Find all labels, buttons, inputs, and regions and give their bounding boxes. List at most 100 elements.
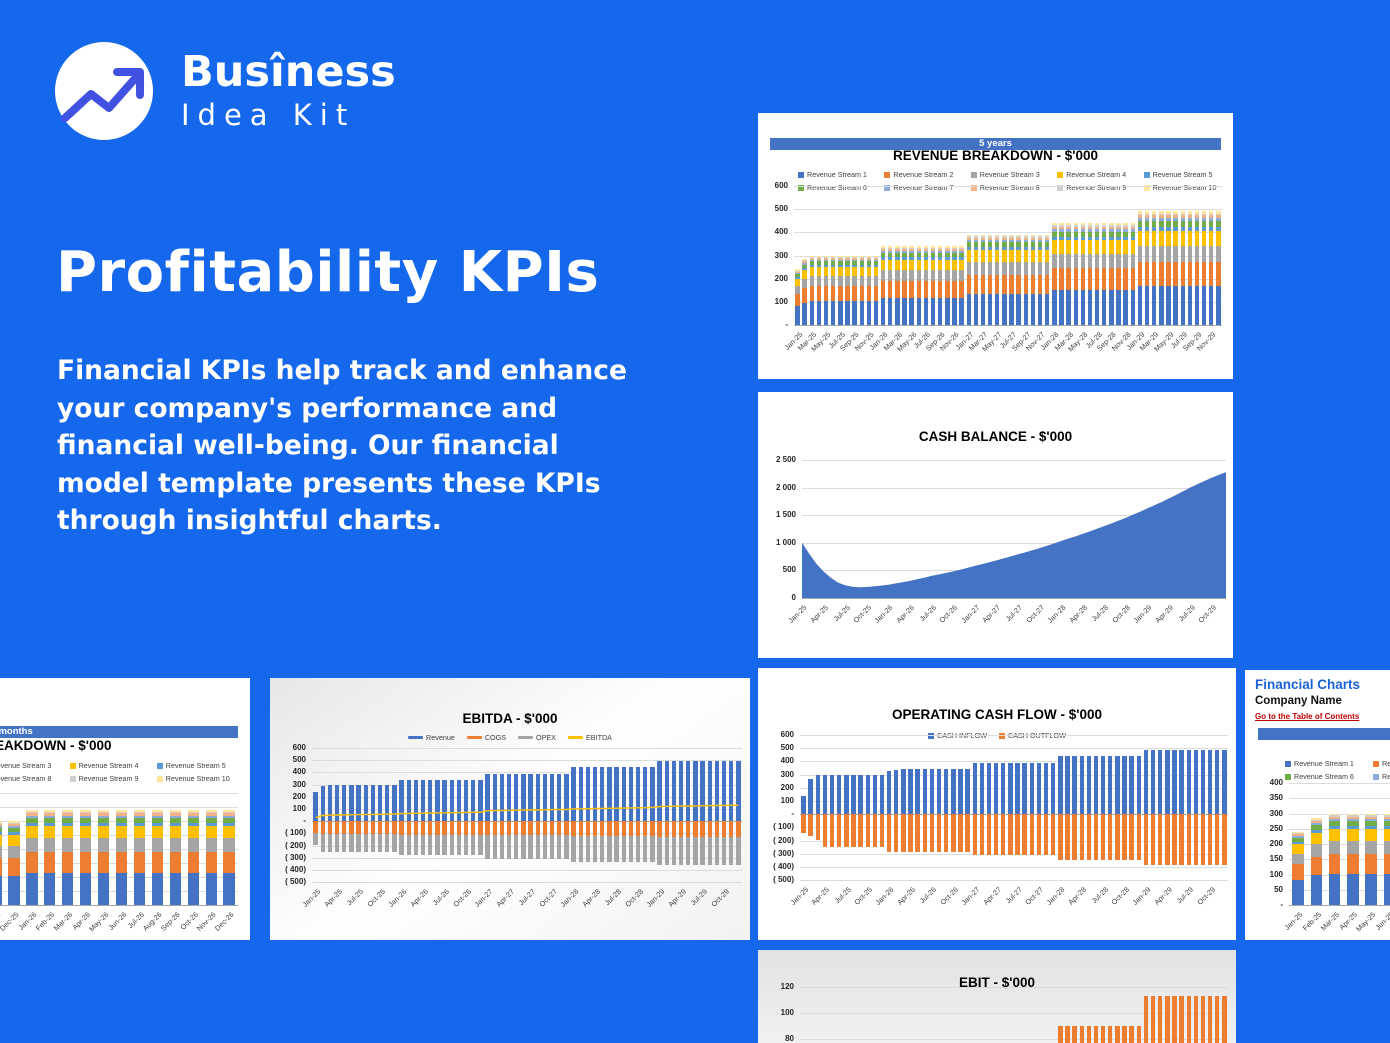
legend-marker-icon	[408, 735, 424, 740]
bar-segment	[909, 248, 914, 251]
bar-negative	[571, 836, 576, 863]
gridline	[794, 278, 1222, 280]
bar-positive	[327, 784, 333, 822]
bar-segment	[1187, 215, 1193, 219]
bar-segment	[888, 252, 893, 257]
bar-negative	[714, 836, 720, 865]
bar-positive	[334, 784, 340, 822]
bar-segment	[902, 246, 907, 248]
bar-negative	[506, 821, 512, 836]
bar-segment	[1045, 240, 1050, 243]
y-axis-tick-text: ( 500)	[773, 875, 794, 884]
bar-segment	[1116, 236, 1121, 241]
bar-segment	[1173, 286, 1178, 325]
bar-segment	[80, 817, 92, 823]
x-axis-tick-text: Apr-27	[980, 885, 1003, 907]
bar-positive	[1179, 749, 1184, 815]
bar-negative	[1186, 814, 1191, 865]
bar-negative	[815, 814, 821, 841]
bar-segment	[1052, 240, 1057, 254]
bar-segment	[1216, 230, 1221, 246]
bar-negative	[320, 833, 325, 852]
bar-segment	[1166, 218, 1171, 222]
bar-segment	[995, 250, 1000, 262]
bar-segment	[169, 825, 181, 839]
bar-segment	[802, 258, 807, 261]
legend-item: Revenue Stream 1	[798, 170, 880, 179]
bar-segment	[866, 286, 872, 302]
bar-segment	[1066, 226, 1071, 230]
bar-segment	[1209, 226, 1214, 231]
x-axis-tick-text: Jul-29	[688, 887, 709, 908]
legend-item: Revenue Stream 10	[1143, 183, 1226, 192]
bar-segment	[959, 256, 964, 260]
bar-segment	[966, 236, 971, 238]
x-axis-tick-text: Sep-26	[158, 910, 182, 933]
bar-segment	[945, 252, 950, 257]
bar-segment	[1066, 253, 1071, 269]
bar-negative	[356, 821, 361, 834]
page-title: Profitability KPIs	[56, 240, 600, 305]
bar-negative	[901, 814, 906, 853]
bar-segment	[0, 826, 2, 829]
bar-segment	[966, 242, 971, 247]
bar-segment	[205, 817, 217, 823]
bar-segment	[952, 246, 957, 248]
bar-segment	[923, 259, 929, 270]
bar-negative	[334, 833, 340, 852]
bar-segment	[1152, 226, 1157, 231]
bar-segment	[995, 294, 1000, 325]
bar-segment	[845, 301, 850, 325]
bar-segment	[816, 276, 822, 287]
bar-segment	[895, 256, 900, 260]
bar-segment	[1180, 218, 1185, 222]
bar-segment	[26, 822, 38, 826]
bar-segment	[1328, 813, 1341, 816]
bar-segment	[1194, 226, 1200, 231]
x-axis-tick-text: Oct-25	[851, 603, 874, 625]
bar-segment	[1194, 262, 1200, 287]
table-of-contents-link[interactable]: Go to the Table of Contents	[1255, 712, 1360, 721]
bar-segment	[987, 237, 993, 241]
bar-segment	[1180, 245, 1185, 262]
bar-segment	[133, 809, 145, 812]
trend-arrow-icon	[61, 68, 144, 122]
legend-marker-icon	[884, 171, 891, 178]
bar-segment	[205, 838, 217, 853]
bar-positive	[485, 773, 490, 822]
bar-segment	[1347, 825, 1359, 830]
bar-segment	[1173, 230, 1178, 246]
bar-segment	[809, 264, 815, 268]
bar-segment	[866, 301, 872, 325]
bar-segment	[923, 256, 929, 260]
bar-segment	[902, 269, 907, 282]
bar-negative	[829, 814, 835, 848]
bar-segment	[26, 815, 38, 818]
bar-segment	[151, 852, 163, 873]
bar-segment	[1152, 286, 1157, 325]
bar-segment	[1030, 246, 1036, 250]
x-axis-tick-text: Jul-26	[917, 603, 938, 624]
bar-segment	[845, 264, 850, 268]
bar-segment	[795, 272, 800, 275]
chart-cash-balance: 2 500 2 000 1 500 1 000 500 0 Jan-25 Apr-25 Jul-…	[776, 455, 1226, 625]
bar-positive	[700, 761, 705, 822]
legend-marker-icon	[69, 775, 76, 782]
bar-segment	[1016, 261, 1021, 275]
bar-segment	[1087, 268, 1093, 291]
bar-segment	[1365, 813, 1377, 816]
bar-negative	[535, 821, 540, 836]
bar-segment	[1310, 829, 1323, 833]
bar-segment	[945, 281, 950, 299]
bar-segment	[1201, 245, 1207, 262]
bar-segment	[80, 815, 92, 818]
bar-segment	[909, 259, 914, 270]
bar-positive	[1207, 749, 1213, 815]
bar-segment	[888, 247, 893, 249]
bar-segment	[802, 302, 807, 325]
bar-segment	[930, 250, 936, 253]
y-axis-tick-text: 600	[774, 181, 788, 190]
bar-segment	[1292, 880, 1304, 905]
bar-segment	[795, 274, 800, 277]
bar-segment	[1087, 223, 1093, 226]
